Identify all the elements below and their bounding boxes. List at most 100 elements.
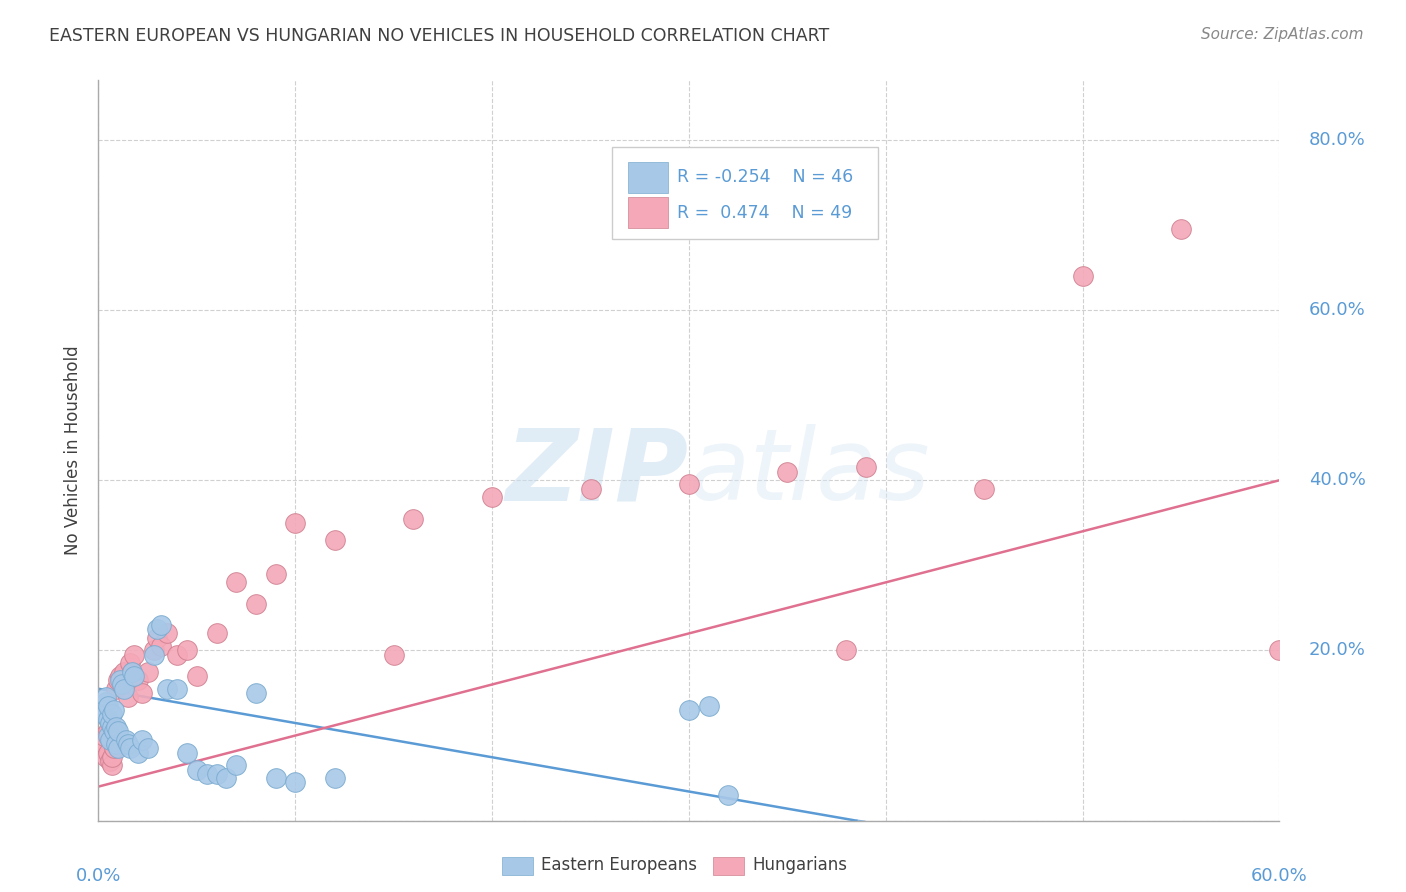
Point [166, 681, 188, 696]
Point [678, 477, 700, 491]
Point [97, 698, 120, 713]
Point [776, 465, 799, 479]
Point [108, 673, 131, 688]
Point [101, 758, 124, 772]
Point [103, 741, 125, 756]
Point [98, 754, 121, 768]
Point [323, 533, 346, 547]
Point [225, 758, 247, 772]
Point [186, 669, 208, 683]
Point [1268, 643, 1291, 657]
Point [111, 677, 134, 691]
Point [105, 737, 128, 751]
Point [97, 712, 120, 726]
Point [127, 673, 149, 688]
Point [146, 631, 169, 645]
Point [97, 746, 120, 760]
Text: Source: ZipAtlas.com: Source: ZipAtlas.com [1201, 27, 1364, 42]
Text: R =  0.474    N = 49: R = 0.474 N = 49 [678, 203, 852, 222]
Point [855, 460, 877, 475]
Text: 0.0%: 0.0% [76, 867, 121, 886]
Point [108, 669, 131, 683]
Point [117, 690, 139, 705]
FancyBboxPatch shape [627, 197, 668, 228]
Point [678, 703, 700, 717]
Point [97, 729, 120, 743]
Point [122, 669, 145, 683]
Point [150, 639, 173, 653]
Text: 60.0%: 60.0% [1251, 867, 1308, 886]
Point [264, 566, 287, 581]
Point [1367, 473, 1389, 487]
Point [107, 673, 129, 688]
Point [121, 665, 143, 679]
Point [127, 746, 149, 760]
Point [973, 482, 995, 496]
Point [1071, 268, 1094, 283]
Point [697, 698, 720, 713]
Point [105, 720, 128, 734]
Point [97, 724, 120, 739]
Point [136, 741, 159, 756]
Point [93, 737, 115, 751]
Point [156, 626, 179, 640]
Point [142, 648, 165, 662]
Point [186, 763, 208, 777]
Point [176, 746, 198, 760]
Point [93, 729, 115, 743]
Text: EASTERN EUROPEAN VS HUNGARIAN NO VEHICLES IN HOUSEHOLD CORRELATION CHART: EASTERN EUROPEAN VS HUNGARIAN NO VEHICLE… [49, 27, 830, 45]
Point [121, 665, 143, 679]
Point [284, 516, 307, 530]
Point [96, 749, 118, 764]
Point [176, 643, 198, 657]
Point [382, 648, 405, 662]
Point [98, 715, 121, 730]
Point [156, 681, 179, 696]
Point [131, 686, 153, 700]
Point [107, 741, 129, 756]
Point [150, 618, 173, 632]
Text: Eastern Europeans: Eastern Europeans [541, 856, 697, 874]
Point [579, 482, 602, 496]
Text: 80.0%: 80.0% [1309, 131, 1365, 149]
Point [146, 622, 169, 636]
Point [96, 694, 118, 708]
Point [112, 665, 135, 679]
Point [284, 775, 307, 789]
Point [103, 732, 125, 747]
Text: 20.0%: 20.0% [1309, 641, 1365, 659]
Text: 40.0%: 40.0% [1309, 471, 1365, 489]
Point [245, 686, 267, 700]
Point [835, 643, 858, 657]
Point [195, 767, 218, 781]
Point [245, 597, 267, 611]
Text: Hungarians: Hungarians [752, 856, 848, 874]
Point [91, 732, 114, 747]
FancyBboxPatch shape [627, 161, 668, 193]
Y-axis label: No Vehicles in Household: No Vehicles in Household [65, 345, 83, 556]
Text: R = -0.254    N = 46: R = -0.254 N = 46 [678, 169, 853, 186]
Point [136, 665, 159, 679]
Point [1170, 222, 1192, 236]
Text: atlas: atlas [689, 425, 931, 521]
Point [98, 732, 121, 747]
Point [205, 626, 228, 640]
Text: ZIP: ZIP [506, 425, 689, 521]
Point [111, 677, 134, 691]
Point [103, 724, 125, 739]
Point [117, 737, 139, 751]
Point [118, 657, 141, 671]
Point [215, 771, 238, 785]
Point [717, 788, 740, 802]
Point [105, 681, 128, 696]
Point [115, 732, 138, 747]
Point [142, 643, 165, 657]
Point [101, 707, 124, 722]
Point [118, 741, 141, 756]
Point [481, 490, 503, 504]
Point [264, 771, 287, 785]
Point [225, 575, 247, 590]
FancyBboxPatch shape [612, 147, 877, 239]
Point [107, 724, 129, 739]
Text: 60.0%: 60.0% [1309, 301, 1365, 319]
